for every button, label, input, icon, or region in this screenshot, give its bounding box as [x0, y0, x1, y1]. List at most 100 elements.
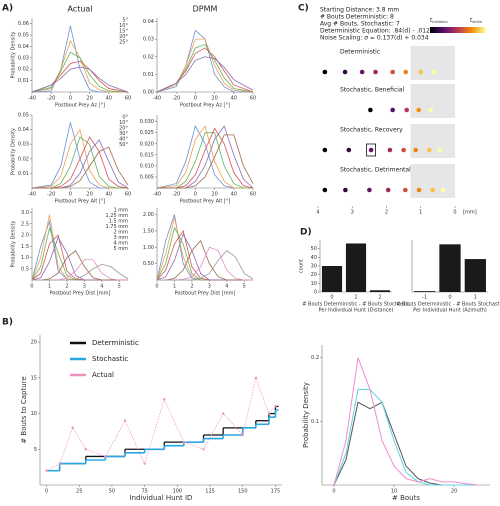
y-tick-label: 1.0 [21, 255, 29, 261]
x-axis-label: Per Individual Hunt (Distance) [319, 308, 394, 314]
actual-point [71, 426, 74, 430]
x-tick-label: 0 [155, 284, 158, 290]
row-title: Deterministic [340, 49, 380, 56]
colorbar [430, 27, 486, 33]
y-tick-label: 0.03 [18, 142, 29, 148]
actual-point [104, 455, 107, 458]
x-tick-label: 60 [125, 96, 131, 102]
x-tick-label: 25 [76, 489, 82, 495]
x-tick-label: 150 [238, 489, 248, 495]
y-tick-label: 0.03 [143, 37, 154, 43]
legend-label: 10° [119, 120, 128, 126]
x-tick-label: 40 [106, 192, 112, 198]
x-tick-label: 0 [194, 96, 197, 102]
x-tick-label: 175 [271, 489, 281, 495]
x-tick-label: 0 [45, 489, 48, 495]
info-line: Avg # Bouts, Stochastic: 7 [320, 21, 400, 28]
y-tick-label: 2.5 [21, 221, 29, 227]
y-tick-label: 2.00 [143, 212, 154, 218]
x-tick-label: -40 [153, 192, 161, 198]
position-dot [416, 107, 421, 113]
density-curve [31, 128, 128, 189]
legend-label: 2 mm [113, 230, 128, 236]
x-tick-label: 1 [354, 295, 357, 301]
x-tick-label: 60 [250, 96, 256, 102]
position-dot [403, 187, 408, 193]
x-tick-label: 2 [385, 210, 388, 216]
density-curve [157, 239, 253, 281]
x-axis-label: Postbout Prey Dist [mm] [50, 291, 111, 297]
x-axis-label: [mm] [463, 210, 477, 216]
legend-label: 15° [119, 29, 128, 35]
y-tick-label: 1.50 [143, 228, 154, 234]
density-curve [32, 136, 128, 189]
y-tick-label: 0.5 [21, 266, 29, 272]
y-tick-label: 0.00 [143, 90, 154, 96]
panel-label: B) [2, 318, 13, 328]
x-tick-label: 0 [332, 489, 335, 495]
density-curve [157, 250, 254, 281]
panel-label: D) [300, 228, 312, 238]
y-tick-label: 2.0 [21, 233, 29, 239]
legend-label: 30° [119, 131, 128, 137]
y-tick-label: 0.05 [18, 113, 29, 119]
y-tick-label: 0.025 [140, 130, 154, 136]
y-tick-label: 30 [311, 264, 317, 270]
row-title: Stochastic, Beneficial [340, 87, 405, 94]
x-tick-label: 0 [330, 295, 333, 301]
x-tick-label: 1 [173, 284, 176, 290]
y-axis-label: Probability Density [11, 128, 17, 175]
x-tick-label: 4 [316, 210, 319, 216]
actual-point [202, 448, 205, 451]
position-dot [368, 147, 374, 153]
chart-title: Actual [67, 5, 92, 14]
x-tick-label: 60 [250, 192, 256, 198]
actual-point [45, 469, 48, 472]
density-curve [156, 56, 254, 93]
position-dot [368, 107, 373, 113]
legend-label: 1.25 mm [106, 213, 129, 219]
panel-label: C) [298, 4, 309, 14]
legend-label: 20° [119, 34, 128, 40]
x-tick-label: 20 [211, 192, 217, 198]
x-tick-label: 20 [211, 96, 217, 102]
row-title: Stochastic, Detrimental [340, 167, 411, 174]
y-tick-label: 40 [311, 255, 317, 261]
chart-title: DPMM [193, 5, 218, 14]
x-tick-label: 1 [419, 210, 422, 216]
actual-point [221, 412, 225, 415]
y-tick-label: 1.5 [21, 244, 29, 250]
x-tick-label: 40 [231, 96, 237, 102]
legend-label: 0° [122, 115, 128, 121]
y-tick-label: 0.1 [311, 419, 319, 425]
position-dot [322, 187, 328, 193]
highlight-box [366, 143, 376, 157]
position-dot [385, 187, 391, 193]
position-dot [428, 107, 433, 113]
row-title: Stochastic, Recovery [340, 127, 403, 134]
y-tick-label: 0.06 [18, 21, 29, 27]
density-curve [156, 125, 253, 189]
y-tick-label: 15 [31, 375, 37, 381]
x-tick-label: 40 [231, 192, 237, 198]
info-line: Deterministic Equation: .84(d) - .0125 [320, 28, 434, 35]
colorbar-label-sub: initiation [432, 20, 447, 24]
y-axis-label: count [299, 259, 305, 273]
y-tick-label: 0.04 [143, 19, 154, 25]
x-tick-label: 4 [225, 284, 228, 290]
capture-zone [410, 46, 455, 80]
position-dot [427, 147, 432, 153]
x-tick-label: 75 [141, 489, 147, 495]
y-tick-label: 20 [31, 340, 37, 346]
legend-label: 1.75 mm [106, 224, 129, 230]
x-tick-label: 3 [351, 210, 354, 216]
y-tick-label: 0.030 [140, 119, 154, 125]
x-tick-label: -20 [172, 96, 180, 102]
legend-label: 50° [119, 142, 128, 148]
capture-zone [410, 164, 455, 198]
x-tick-label: 0 [453, 210, 456, 216]
density-curve [32, 250, 128, 281]
y-tick-label: 0.020 [140, 141, 154, 147]
x-axis-label: Postbout Prey Dist [mm] [175, 291, 236, 297]
